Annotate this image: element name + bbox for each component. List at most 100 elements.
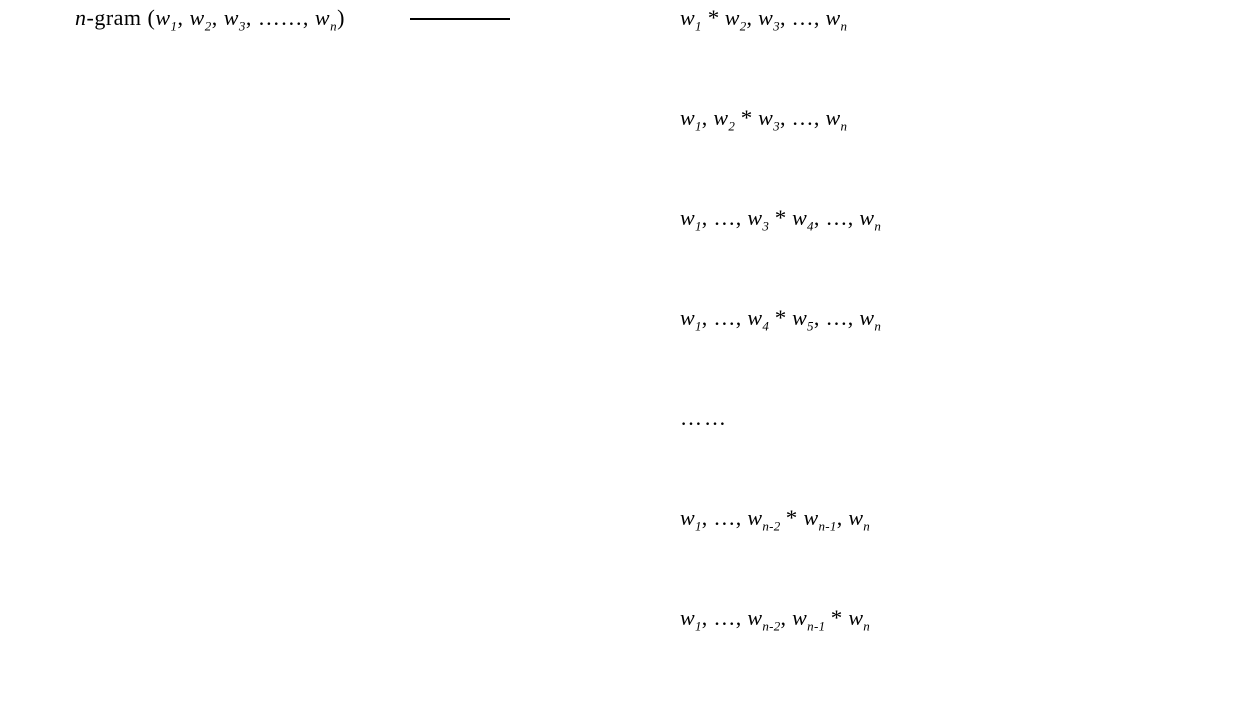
sub: 1 xyxy=(171,18,178,33)
w-symbol: w xyxy=(680,205,695,230)
w-symbol: w xyxy=(848,505,863,530)
comma: , xyxy=(747,5,759,30)
star-op: * xyxy=(775,205,787,231)
lhs-expression: n-gram (w1, w2, w3, ……, wn) xyxy=(75,5,345,34)
sub: 2 xyxy=(728,118,735,133)
w-symbol: w xyxy=(680,305,695,330)
sub: 1 xyxy=(695,618,702,633)
comma: , xyxy=(736,205,748,230)
rhs-row: w1, …, wn-2, wn-1 * wn xyxy=(680,605,881,705)
w-symbol: w xyxy=(859,305,874,330)
comma: , xyxy=(178,5,190,30)
sub: n-1 xyxy=(818,518,836,533)
rhs-row: w1, …, w3 * w4, …, wn xyxy=(680,205,881,305)
comma: , xyxy=(780,105,792,130)
comma: , xyxy=(736,305,748,330)
comma: , xyxy=(303,5,315,30)
star-op: * xyxy=(707,5,719,31)
w-symbol: w xyxy=(747,505,762,530)
sub: n xyxy=(863,518,870,533)
w-symbol: w xyxy=(848,605,863,630)
w-symbol: w xyxy=(680,105,695,130)
w-symbol: w xyxy=(224,5,239,30)
w-symbol: w xyxy=(725,5,740,30)
comma: , xyxy=(814,205,826,230)
gram-label: -gram ( xyxy=(87,5,156,30)
ellipsis: … xyxy=(792,105,814,130)
comma: , xyxy=(702,205,714,230)
sub: 3 xyxy=(239,18,246,33)
sub: 1 xyxy=(695,318,702,333)
sub: 2 xyxy=(740,18,747,33)
sub: 4 xyxy=(807,218,814,233)
comma: , xyxy=(702,305,714,330)
sub: n xyxy=(840,118,847,133)
star-op: * xyxy=(741,105,753,131)
sub: n-1 xyxy=(807,618,825,633)
maps-to-line xyxy=(410,18,510,20)
comma: , xyxy=(848,205,860,230)
w-symbol: w xyxy=(792,305,807,330)
rhs-row: w1, …, w4 * w5, …, wn xyxy=(680,305,881,405)
w-symbol: w xyxy=(747,605,762,630)
ellipsis: … xyxy=(713,605,735,630)
ellipsis: …… xyxy=(258,5,303,30)
ellipsis: … xyxy=(713,305,735,330)
w-symbol: w xyxy=(155,5,170,30)
sub: 1 xyxy=(695,218,702,233)
comma: , xyxy=(814,305,826,330)
sub: n-2 xyxy=(762,618,780,633)
sub: 2 xyxy=(205,18,212,33)
sub: 5 xyxy=(807,318,814,333)
sub: 1 xyxy=(695,118,702,133)
ngram-diagram: n-gram (w1, w2, w3, ……, wn) w1 * w2, w3,… xyxy=(0,0,1240,728)
w-symbol: w xyxy=(747,205,762,230)
sub: 3 xyxy=(773,18,780,33)
ellipsis: … xyxy=(713,205,735,230)
sub: 3 xyxy=(773,118,780,133)
sub: 3 xyxy=(762,218,769,233)
w-symbol: w xyxy=(792,605,807,630)
rhs-ellipsis-row: …… xyxy=(680,405,881,505)
w-symbol: w xyxy=(758,5,773,30)
sub: n xyxy=(874,218,881,233)
ellipsis: … xyxy=(825,205,847,230)
sub: n xyxy=(863,618,870,633)
sub: n xyxy=(874,318,881,333)
star-op: * xyxy=(786,505,798,531)
w-symbol: w xyxy=(680,5,695,30)
w-symbol: w xyxy=(792,205,807,230)
comma: , xyxy=(702,105,714,130)
comma: , xyxy=(848,305,860,330)
comma: , xyxy=(837,505,849,530)
rhs-column: w1 * w2, w3, …, wn w1, w2 * w3, …, wn w1… xyxy=(680,5,881,705)
comma: , xyxy=(814,5,826,30)
w-symbol: w xyxy=(859,205,874,230)
w-symbol: w xyxy=(803,505,818,530)
w-symbol: w xyxy=(758,105,773,130)
w-symbol: w xyxy=(190,5,205,30)
comma: , xyxy=(780,5,792,30)
ellipsis: … xyxy=(825,305,847,330)
sub: n-2 xyxy=(762,518,780,533)
comma: , xyxy=(246,5,258,30)
sub: 4 xyxy=(762,318,769,333)
comma: , xyxy=(781,605,793,630)
star-op: * xyxy=(775,305,787,331)
w-symbol: w xyxy=(680,605,695,630)
comma: , xyxy=(702,505,714,530)
sub: n xyxy=(840,18,847,33)
sub: 1 xyxy=(695,518,702,533)
rhs-row: w1, …, wn-2 * wn-1, wn xyxy=(680,505,881,605)
w-symbol: w xyxy=(825,105,840,130)
rhs-row: w1, w2 * w3, …, wn xyxy=(680,105,881,205)
ellipsis: … xyxy=(792,5,814,30)
ellipsis: … xyxy=(713,505,735,530)
w-symbol: w xyxy=(713,105,728,130)
w-symbol: w xyxy=(315,5,330,30)
comma: , xyxy=(212,5,224,30)
rhs-row: w1 * w2, w3, …, wn xyxy=(680,5,881,105)
comma: , xyxy=(702,605,714,630)
n-italic: n xyxy=(75,5,87,30)
sub: 1 xyxy=(695,18,702,33)
